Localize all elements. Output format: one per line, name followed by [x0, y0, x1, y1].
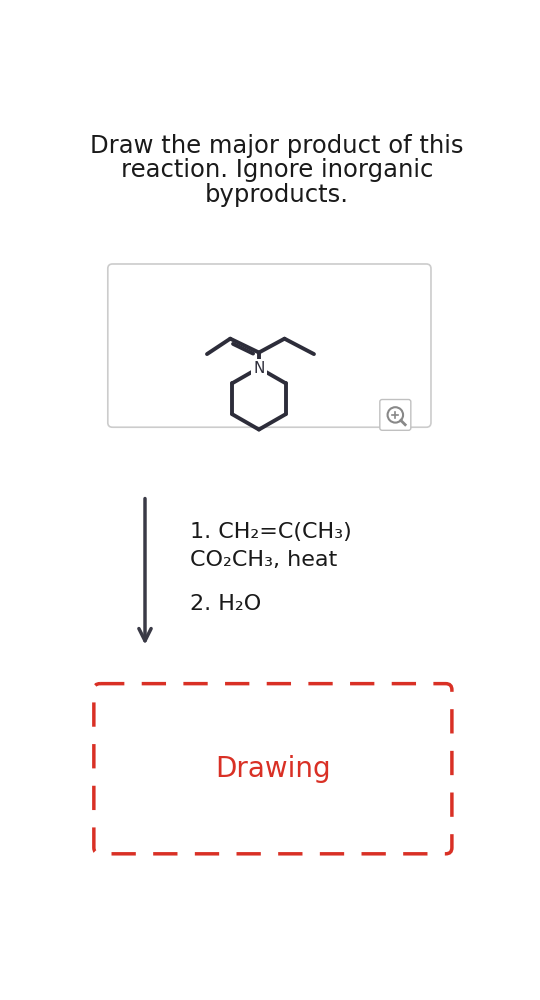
FancyBboxPatch shape [108, 264, 431, 427]
Text: 2. H₂O: 2. H₂O [190, 594, 261, 614]
Text: Drawing: Drawing [215, 755, 330, 783]
Text: N: N [253, 361, 265, 376]
FancyBboxPatch shape [380, 400, 411, 430]
Text: CO₂CH₃, heat: CO₂CH₃, heat [190, 550, 337, 570]
Text: reaction. Ignore inorganic: reaction. Ignore inorganic [120, 158, 433, 182]
Text: 1. CH₂=C(CH₃): 1. CH₂=C(CH₃) [190, 522, 352, 542]
Text: byproducts.: byproducts. [205, 183, 349, 207]
Text: Draw the major product of this: Draw the major product of this [90, 134, 463, 158]
FancyBboxPatch shape [94, 684, 452, 854]
